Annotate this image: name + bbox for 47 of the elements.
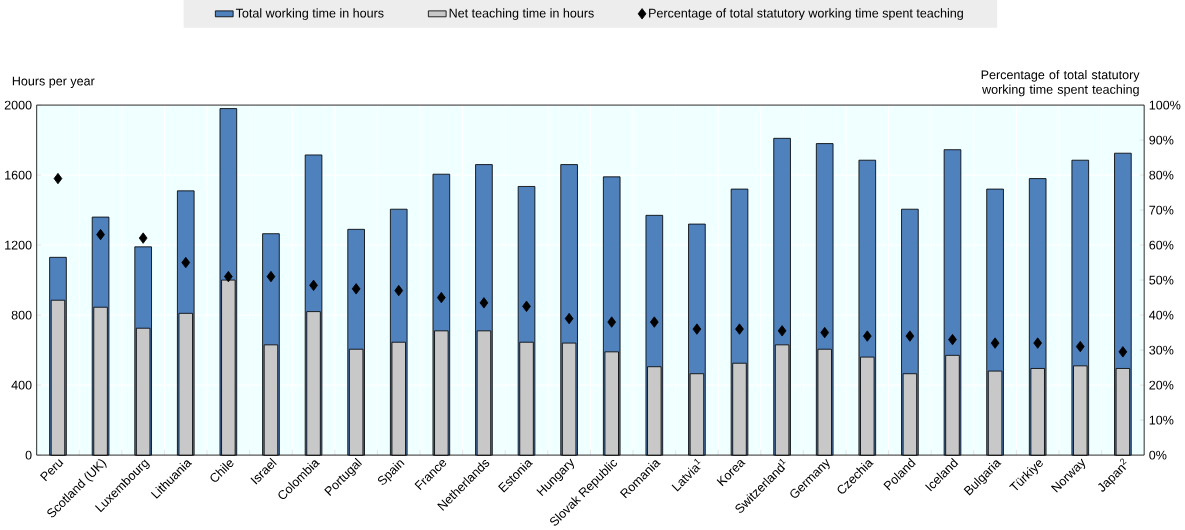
point (138, 232, 148, 244)
point (905, 330, 915, 342)
y2-tick-label: 0% (1149, 450, 1167, 460)
y2-tick-label: 90% (1149, 135, 1174, 145)
point (607, 316, 617, 328)
point (479, 296, 489, 309)
y2-tick-label: 80% (1149, 170, 1174, 180)
y2-tick-label: 100% (1149, 100, 1181, 110)
legend-label: Net teaching time in hours (449, 8, 594, 20)
point (649, 316, 659, 328)
point (522, 300, 531, 312)
point (351, 282, 361, 295)
point (394, 284, 404, 296)
y-tick-label: 0 (25, 450, 32, 460)
y-tick-label: 800 (11, 310, 32, 320)
point (820, 326, 830, 338)
y-tick-label: 400 (11, 380, 32, 390)
y-tick-label: 1200 (5, 240, 32, 250)
y2-tick-label: 10% (1149, 415, 1174, 425)
point (1033, 337, 1043, 349)
y2-tick-label: 30% (1149, 345, 1174, 355)
y-tick-label: 2000 (4, 100, 32, 110)
point (181, 256, 191, 268)
y2-tick-label: 40% (1149, 310, 1174, 320)
point (53, 172, 63, 184)
y-axis-title: Hours per year (12, 76, 95, 88)
point (692, 323, 702, 335)
point (1075, 340, 1085, 353)
legend-label: Percentage of total statutory working time spent teaching (649, 8, 963, 20)
y2-axis-title: Percentage of total statutory working time spent teaching (981, 69, 1140, 97)
point (266, 270, 276, 282)
point (224, 270, 233, 282)
point (735, 323, 744, 335)
point (564, 312, 574, 324)
point (990, 337, 1000, 349)
point (309, 279, 318, 291)
point (777, 324, 787, 337)
y2-tick-label: 50% (1149, 275, 1174, 285)
point (96, 228, 105, 240)
point (437, 291, 446, 303)
y2-tick-label: 60% (1149, 240, 1174, 250)
point (1118, 345, 1128, 358)
y2-tick-label: 20% (1149, 380, 1174, 390)
point (862, 330, 872, 342)
y-tick-label: 1600 (5, 170, 32, 180)
legend-label: Total working time in hours (235, 8, 384, 20)
y2-tick-label: 70% (1149, 205, 1174, 215)
